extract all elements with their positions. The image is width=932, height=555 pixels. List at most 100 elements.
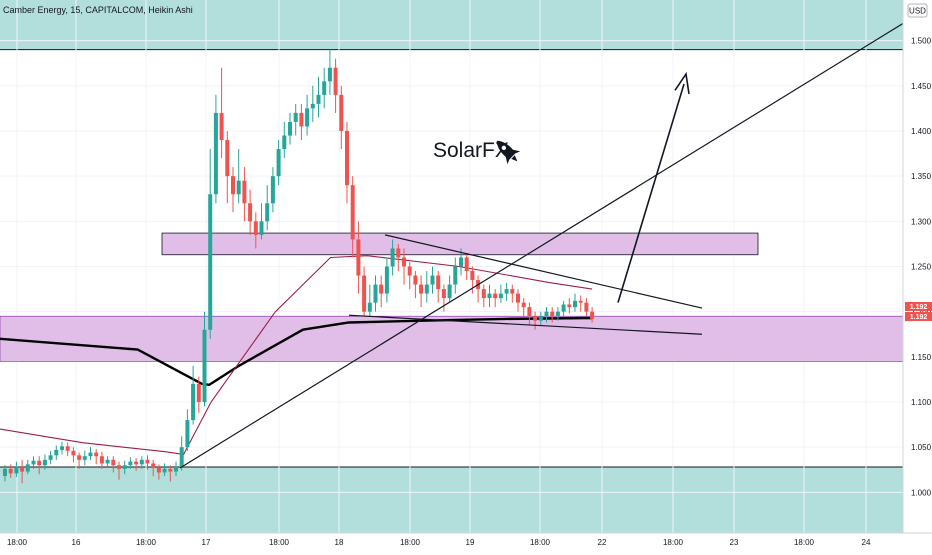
price-tag: 1.192 1.192: [905, 302, 932, 321]
candle: [424, 271, 429, 303]
candle-body: [350, 185, 355, 240]
candle-body: [487, 293, 492, 299]
candle-body: [293, 112, 298, 122]
candle-body: [88, 452, 93, 457]
candle-body: [71, 450, 76, 456]
candle-body: [282, 135, 287, 150]
candle: [550, 307, 555, 323]
candle-body: [322, 81, 327, 95]
candle-body: [25, 464, 30, 472]
candle: [202, 311, 207, 407]
candle-body: [31, 460, 36, 465]
candle: [196, 376, 201, 413]
candle: [168, 465, 173, 482]
candle-body: [196, 383, 201, 403]
y-tick-label: 1.000: [911, 488, 932, 497]
candle-body: [42, 459, 47, 466]
candle-body: [538, 316, 543, 321]
candle-body: [441, 289, 446, 299]
candle-body: [151, 463, 156, 468]
drawings-layer: [179, 9, 926, 469]
moving-averages-layer: [0, 255, 593, 456]
candle-body: [299, 112, 304, 127]
x-tick-label: 18:00: [530, 538, 551, 547]
candle-body: [550, 311, 555, 317]
candle-body: [236, 180, 241, 195]
candle: [265, 185, 270, 231]
x-tick-label: 18: [335, 538, 344, 547]
candle-body: [567, 304, 572, 308]
candle: [282, 121, 287, 159]
candle: [561, 300, 566, 317]
candle: [8, 464, 13, 478]
candle-body: [390, 248, 395, 267]
candle: [276, 140, 281, 186]
x-axis[interactable]: 18:00 16 18:00 17 18:00 18 18:00 19 18:00 22 18:00…: [0, 532, 932, 550]
candle: [555, 307, 560, 321]
candle-body: [578, 300, 583, 303]
candle-body: [345, 130, 349, 186]
candle-body: [99, 456, 104, 464]
upper-wedge-line: [384, 234, 703, 309]
y-axis[interactable]: 1.5001.4501.4001.3501.3001.2501.2001.150…: [902, 0, 932, 550]
x-ticks: 18:00 16 18:00 17 18:00 18 18:00 19 18:00 22 18:00…: [7, 538, 871, 547]
candle: [413, 271, 418, 299]
price-tag-2: [905, 312, 932, 321]
candle: [379, 275, 384, 308]
candle-body: [48, 455, 53, 460]
candle: [419, 275, 424, 308]
candle: [316, 76, 321, 118]
candle-body: [407, 266, 412, 276]
candle-body: [504, 289, 509, 294]
candle: [128, 457, 133, 469]
grid-layer: [0, 0, 903, 533]
candle: [436, 271, 441, 303]
candle: [590, 307, 595, 323]
candle-body: [384, 266, 389, 294]
candle-body: [424, 284, 429, 294]
y-axis-background: [903, 0, 932, 550]
candle-body: [213, 112, 218, 195]
candle-body: [327, 67, 332, 82]
rising-trendline: [179, 9, 926, 469]
candle-body: [584, 302, 589, 312]
candle: [54, 445, 59, 460]
candle: [516, 289, 520, 312]
candle-body: [242, 180, 247, 204]
candle-body: [20, 467, 25, 472]
candle: [402, 248, 406, 285]
candle: [122, 460, 127, 475]
candle-body: [447, 284, 452, 299]
candle-body: [339, 94, 344, 131]
candle-body: [202, 329, 207, 403]
candle: [105, 456, 110, 468]
candle: [464, 252, 469, 281]
candle: [145, 455, 150, 470]
price-tag-1: [905, 302, 932, 311]
candle: [111, 456, 116, 473]
candle-body: [590, 311, 595, 319]
candle: [139, 456, 144, 469]
candle: [538, 311, 543, 326]
candle-body: [265, 203, 270, 222]
candle: [94, 448, 99, 465]
candle: [48, 450, 53, 465]
candle: [305, 94, 310, 136]
candle-body: [402, 257, 406, 267]
candle: [407, 261, 412, 290]
candle: [248, 189, 253, 235]
candle-body: [362, 275, 367, 312]
candle: [533, 311, 538, 330]
candle: [213, 94, 218, 204]
y-tick-label: 1.350: [911, 172, 932, 181]
y-tick-label: 1.500: [911, 37, 932, 46]
x-tick-label: 18:00: [136, 538, 157, 547]
candle-body: [8, 468, 13, 474]
candle: [71, 447, 76, 463]
currency-label: USD: [909, 7, 926, 16]
candle: [430, 266, 435, 294]
candle: [567, 298, 572, 314]
candle: [310, 85, 315, 122]
